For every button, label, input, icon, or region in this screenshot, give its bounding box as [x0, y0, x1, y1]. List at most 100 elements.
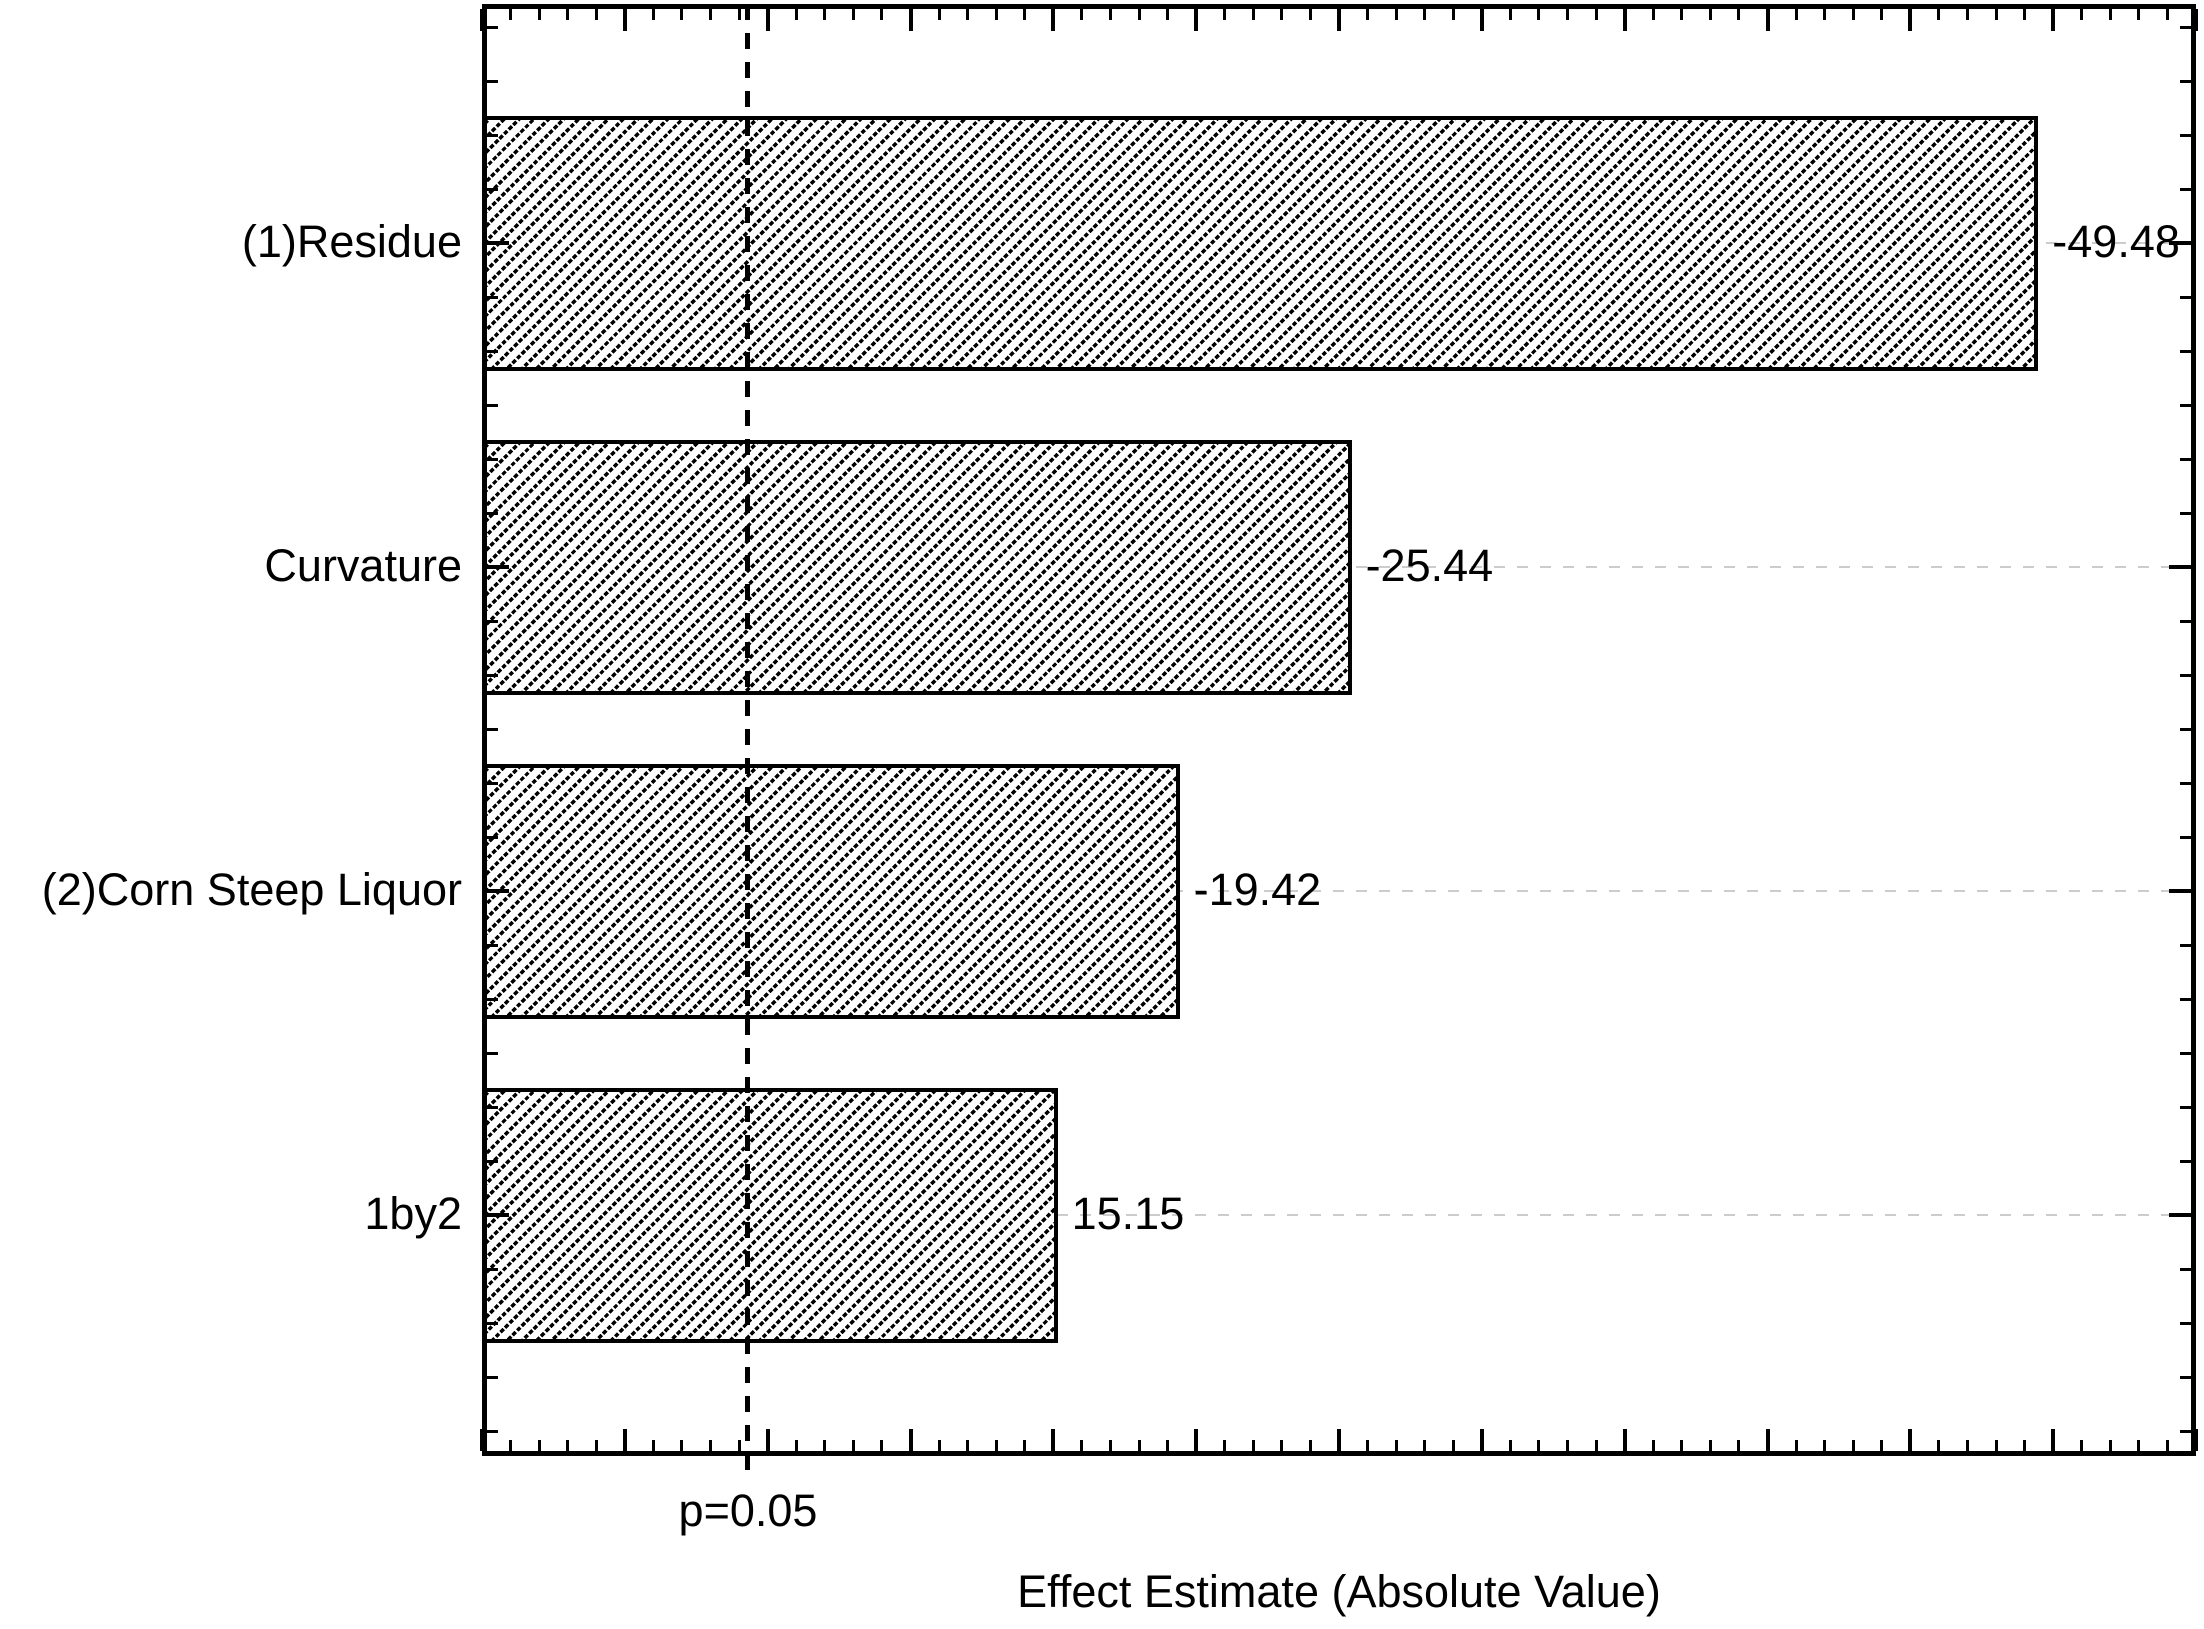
x-axis-minor-tick — [1108, 1440, 1112, 1451]
x-axis-minor-tick — [1994, 1440, 1998, 1451]
x-axis-minor-tick — [709, 1440, 713, 1451]
x-axis-major-tick — [908, 1429, 913, 1451]
x-axis-minor-tick — [509, 9, 513, 20]
y-axis-minor-tick — [2180, 619, 2191, 623]
x-axis-minor-tick — [1794, 1440, 1798, 1451]
x-axis-minor-tick — [1251, 9, 1255, 20]
y-axis-minor-tick — [2180, 997, 2191, 1001]
x-axis-minor-tick — [1708, 1440, 1712, 1451]
x-axis-minor-tick — [1566, 1440, 1570, 1451]
x-axis-minor-tick — [1251, 1440, 1255, 1451]
x-axis-minor-tick — [794, 1440, 798, 1451]
x-axis-minor-tick — [1651, 1440, 1655, 1451]
y-axis-minor-tick — [487, 349, 498, 353]
x-axis-minor-tick — [794, 9, 798, 20]
y-axis-major-tick — [2169, 565, 2191, 569]
x-axis-minor-tick — [1394, 1440, 1398, 1451]
x-axis-major-tick — [1622, 9, 1627, 31]
y-axis-minor-tick — [487, 1321, 498, 1325]
y-axis-minor-tick — [487, 781, 498, 785]
y-axis-minor-tick — [2180, 403, 2191, 407]
y-axis-minor-tick — [487, 943, 498, 947]
x-axis-minor-tick — [651, 9, 655, 20]
x-axis-minor-tick — [2108, 9, 2112, 20]
bar-value-label: -49.48 — [2052, 215, 2180, 267]
y-axis-minor-tick — [2180, 1429, 2191, 1433]
x-axis-major-tick — [2051, 1429, 2056, 1451]
x-axis-major-tick — [1194, 1429, 1199, 1451]
x-axis-minor-tick — [823, 1440, 827, 1451]
x-axis-major-tick — [1337, 1429, 1341, 1451]
x-axis-minor-tick — [1708, 9, 1712, 20]
y-axis-major-tick — [487, 241, 509, 245]
x-axis-minor-tick — [709, 9, 713, 20]
y-axis-major-tick — [2169, 889, 2191, 893]
x-axis-minor-tick — [2080, 1440, 2084, 1451]
x-axis-minor-tick — [966, 9, 970, 20]
x-axis-minor-tick — [737, 9, 741, 20]
x-axis-minor-tick — [1537, 1440, 1541, 1451]
x-axis-major-tick — [2051, 9, 2056, 31]
x-axis-major-tick — [480, 1429, 484, 1451]
y-axis-minor-tick — [487, 187, 498, 191]
x-axis-minor-tick — [651, 1440, 655, 1451]
y-axis-major-tick — [487, 1213, 509, 1217]
y-axis-minor-tick — [487, 1159, 498, 1163]
significance-reference-line — [745, 4, 751, 1474]
x-axis-minor-tick — [1451, 1440, 1455, 1451]
x-axis-minor-tick — [1965, 1440, 1969, 1451]
x-axis-minor-tick — [1794, 9, 1798, 20]
x-axis-major-tick — [1051, 9, 1056, 31]
x-axis-major-tick — [1479, 9, 1484, 31]
x-axis-minor-tick — [1366, 9, 1370, 20]
x-axis-major-tick — [622, 1429, 627, 1451]
x-axis-major-tick — [908, 9, 913, 31]
x-axis-minor-tick — [566, 1440, 570, 1451]
bar — [482, 439, 1352, 695]
y-axis-minor-tick — [487, 403, 498, 407]
x-axis-major-tick — [2194, 1429, 2198, 1451]
x-axis-minor-tick — [1280, 9, 1284, 20]
y-axis-minor-tick — [487, 1105, 498, 1109]
x-axis-major-tick — [765, 1429, 770, 1451]
x-axis-minor-tick — [1594, 9, 1598, 20]
y-axis-minor-tick — [487, 673, 498, 677]
x-axis-major-tick — [1908, 9, 1913, 31]
x-axis-minor-tick — [851, 9, 855, 20]
y-axis-minor-tick — [2180, 673, 2191, 677]
x-axis-minor-tick — [1423, 1440, 1427, 1451]
x-axis-minor-tick — [2023, 1440, 2027, 1451]
x-axis-minor-tick — [1737, 9, 1741, 20]
y-axis-minor-tick — [2180, 1105, 2191, 1109]
y-axis-minor-tick — [2180, 943, 2191, 947]
x-axis-minor-tick — [1023, 1440, 1027, 1451]
x-axis-major-tick — [1908, 1429, 1913, 1451]
x-axis-minor-tick — [1137, 9, 1141, 20]
x-axis-minor-tick — [1680, 9, 1684, 20]
x-axis-minor-tick — [594, 9, 598, 20]
x-axis-major-tick — [1479, 1429, 1484, 1451]
y-axis-minor-tick — [487, 727, 498, 731]
x-axis-major-tick — [1765, 1429, 1770, 1451]
y-axis-minor-tick — [487, 1267, 498, 1271]
x-axis-minor-tick — [994, 9, 998, 20]
y-axis-minor-tick — [487, 511, 498, 515]
y-axis-minor-tick — [487, 1375, 498, 1379]
x-axis-minor-tick — [823, 9, 827, 20]
x-axis-major-tick — [1337, 9, 1341, 31]
x-axis-major-tick — [622, 9, 627, 31]
x-axis-minor-tick — [937, 9, 941, 20]
y-axis-minor-tick — [2180, 781, 2191, 785]
bar — [482, 763, 1180, 1019]
y-axis-minor-tick — [487, 835, 498, 839]
y-axis-minor-tick — [2180, 1159, 2191, 1163]
y-axis-minor-tick — [487, 619, 498, 623]
y-axis-minor-tick — [2180, 457, 2191, 461]
x-axis-minor-tick — [966, 1440, 970, 1451]
x-axis-minor-tick — [1937, 9, 1941, 20]
x-axis-minor-tick — [509, 1440, 513, 1451]
bar-value-label: 15.15 — [1071, 1187, 1185, 1239]
bar — [482, 115, 2039, 371]
significance-line-label: p=0.05 — [678, 1485, 818, 1536]
x-axis-minor-tick — [1166, 1440, 1170, 1451]
